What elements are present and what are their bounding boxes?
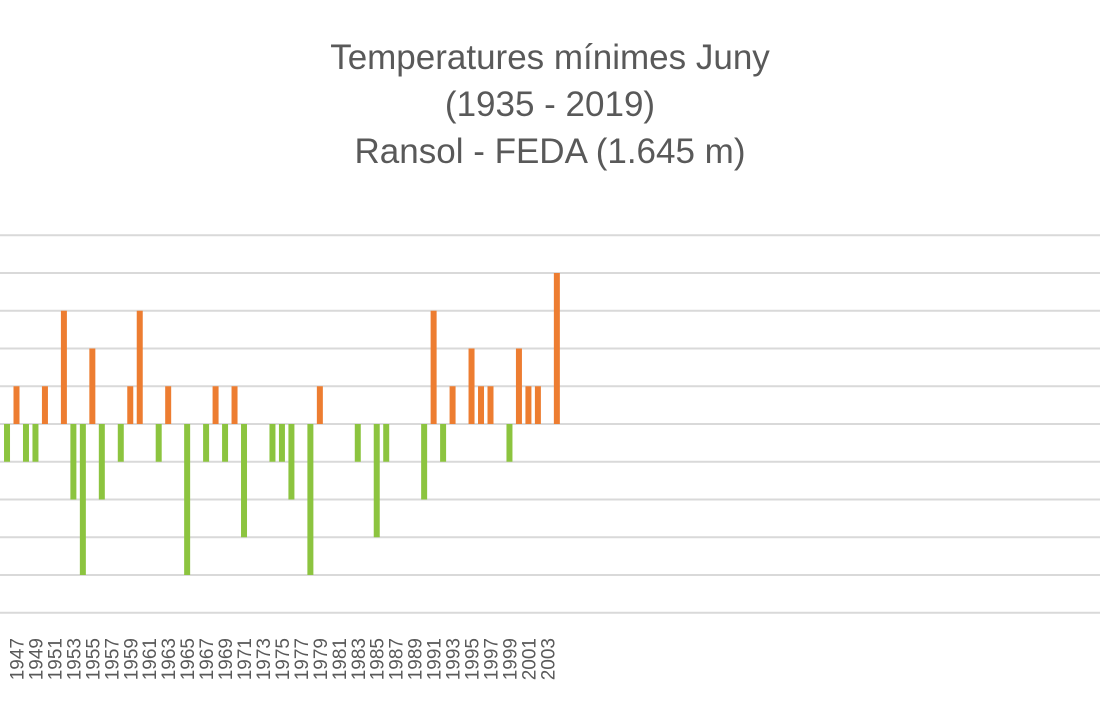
x-tick-label-1997: 1997: [482, 638, 503, 680]
x-tick-label-1999: 1999: [500, 638, 521, 680]
x-tick-label-2003: 2003: [538, 638, 559, 680]
bar-2004: [553, 273, 560, 424]
bar-1978: [307, 424, 314, 575]
x-tick-label-1989: 1989: [406, 638, 427, 680]
x-tick-label-1993: 1993: [444, 638, 465, 680]
chart-title-line-1: Temperatures mínimes Juny: [330, 38, 770, 77]
x-tick-label-1995: 1995: [463, 638, 484, 680]
x-tick-label-1977: 1977: [292, 638, 313, 680]
chart-title: Temperatures mínimes Juny (1935 - 2019) …: [0, 34, 1100, 175]
x-tick-label-1969: 1969: [216, 638, 237, 680]
x-tick-label-2001: 2001: [519, 638, 540, 680]
chart-title-line-3: Ransol - FEDA (1.645 m): [354, 132, 746, 171]
bar-1974: [269, 424, 276, 462]
bar-1970: [231, 386, 238, 424]
x-tick-label-1985: 1985: [368, 638, 389, 680]
bar-1997: [487, 386, 494, 424]
bar-1962: [155, 424, 162, 462]
bar-1975: [278, 424, 285, 462]
bar-1990: [421, 424, 428, 500]
bar-1948: [22, 424, 29, 462]
bar-1954: [79, 424, 86, 575]
bar-1958: [117, 424, 124, 462]
bar-1995: [468, 348, 475, 424]
bar-1949: [32, 424, 39, 462]
bar-1959: [127, 386, 134, 424]
bar-1965: [184, 424, 191, 575]
bar-1960: [136, 310, 143, 424]
x-tick-label-1975: 1975: [273, 638, 294, 680]
x-tick-label-1979: 1979: [311, 638, 332, 680]
x-tick-label-1983: 1983: [349, 638, 370, 680]
bar-2001: [525, 386, 532, 424]
bar-1947: [13, 386, 20, 424]
bar-1955: [89, 348, 96, 424]
bar-1999: [506, 424, 513, 462]
bar-1953: [70, 424, 77, 500]
bar-1952: [60, 310, 67, 424]
x-tick-label-1971: 1971: [235, 638, 256, 680]
bar-1946: [4, 424, 11, 462]
bar-1968: [212, 386, 219, 424]
x-tick-label-1955: 1955: [83, 638, 104, 680]
chart-title-line-2: (1935 - 2019): [444, 85, 656, 124]
bar-1986: [383, 424, 390, 462]
bar-1996: [478, 386, 485, 424]
bar-1992: [440, 424, 447, 462]
bar-2002: [534, 386, 541, 424]
bar-2000: [515, 348, 522, 424]
bar-1985: [373, 424, 380, 538]
bar-1976: [288, 424, 295, 500]
x-tick-label-1965: 1965: [178, 638, 199, 680]
bar-1983: [354, 424, 361, 462]
x-tick-label-1959: 1959: [121, 638, 142, 680]
x-tick-label-1973: 1973: [254, 638, 275, 680]
x-tick-label-1953: 1953: [64, 638, 85, 680]
bar-1991: [430, 310, 437, 424]
x-tick-label-1981: 1981: [330, 638, 351, 680]
bar-1971: [241, 424, 248, 538]
bar-1956: [98, 424, 105, 500]
bar-1979: [316, 386, 323, 424]
x-tick-label-1967: 1967: [197, 638, 218, 680]
x-tick-label-1951: 1951: [45, 638, 66, 680]
x-tick-label-1987: 1987: [387, 638, 408, 680]
x-tick-label-1957: 1957: [102, 638, 123, 680]
bar-1963: [165, 386, 172, 424]
bar-1969: [222, 424, 229, 462]
x-tick-label-1961: 1961: [140, 638, 161, 680]
x-tick-label-1963: 1963: [159, 638, 180, 680]
bar-1950: [41, 386, 48, 424]
bar-1993: [449, 386, 456, 424]
x-tick-label-1949: 1949: [26, 638, 47, 680]
x-tick-label-1991: 1991: [425, 638, 446, 680]
x-tick-label-1947: 1947: [8, 638, 29, 680]
bar-1967: [203, 424, 210, 462]
